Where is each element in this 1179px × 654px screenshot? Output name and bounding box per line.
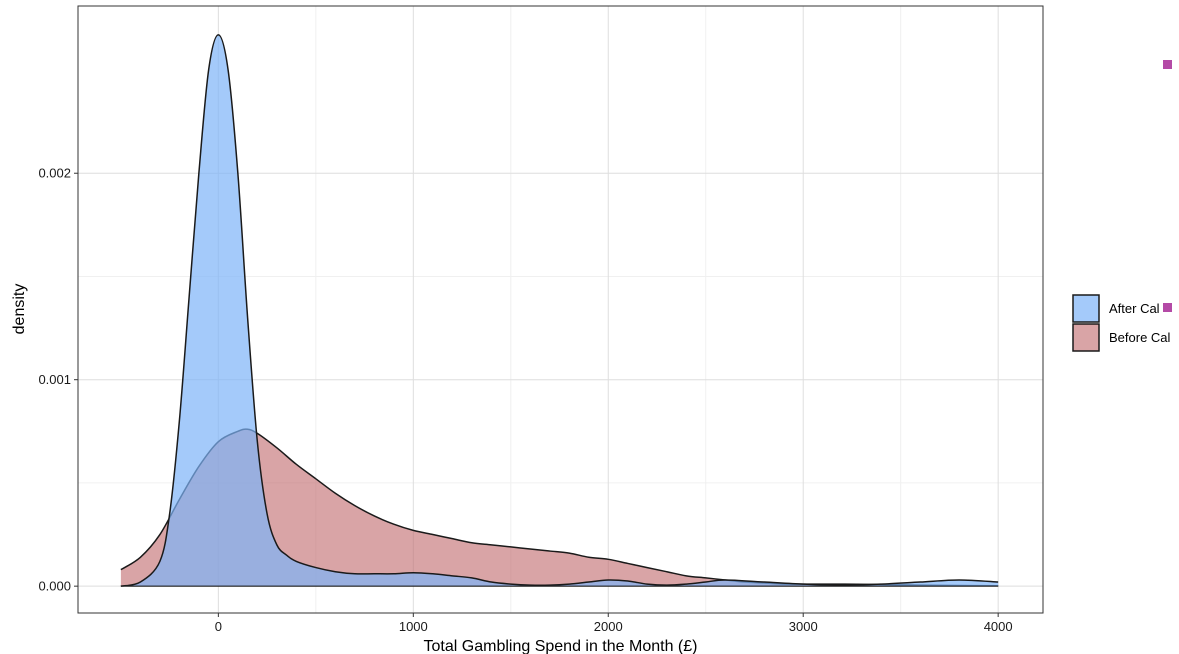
marker-square-top bbox=[1163, 60, 1172, 69]
density-areas bbox=[120, 34, 999, 587]
x-axis-title: Total Gambling Spend in the Month (£) bbox=[424, 638, 698, 654]
minor-gridlines bbox=[78, 6, 1043, 613]
x-axis: 0 1000 2000 3000 4000 bbox=[215, 613, 1013, 634]
y-tick-label: 0.001 bbox=[38, 372, 71, 387]
legend-key-after-cal bbox=[1072, 294, 1100, 323]
density-area-before-cal bbox=[120, 429, 999, 587]
y-tick-label: 0.000 bbox=[38, 579, 71, 594]
x-tick-label: 2000 bbox=[594, 619, 623, 634]
legend-label-before-cal: Before Cal bbox=[1109, 330, 1171, 345]
y-axis-title: density bbox=[11, 284, 28, 335]
x-tick-label: 4000 bbox=[984, 619, 1013, 634]
marker-square-legend bbox=[1163, 303, 1172, 312]
density-area-after-cal bbox=[120, 34, 999, 587]
x-tick-label: 3000 bbox=[789, 619, 818, 634]
legend-key-before-cal bbox=[1072, 323, 1100, 352]
density-line-after-cal bbox=[120, 34, 999, 587]
legend-label-after-cal: After Cal bbox=[1109, 301, 1160, 316]
legend: After Cal Before Cal bbox=[1072, 294, 1171, 352]
plot-border bbox=[77, 5, 1044, 614]
y-axis: 0.000 0.001 0.002 bbox=[38, 166, 78, 594]
y-tick-label: 0.002 bbox=[38, 166, 71, 181]
x-tick-label: 0 bbox=[215, 619, 222, 634]
x-tick-label: 1000 bbox=[399, 619, 428, 634]
